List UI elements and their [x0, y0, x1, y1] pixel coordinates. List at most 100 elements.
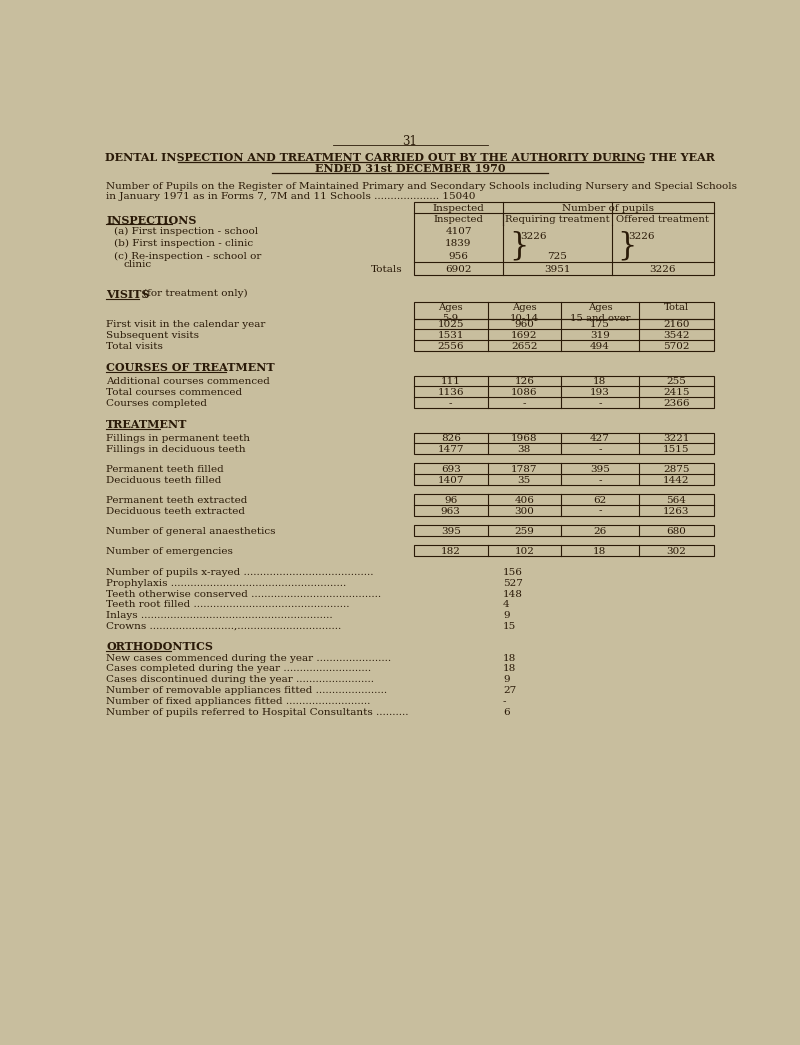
Text: 18: 18	[594, 547, 606, 556]
Text: Number of pupils: Number of pupils	[562, 204, 654, 213]
Text: (for treatment only): (for treatment only)	[142, 288, 247, 298]
Text: -: -	[449, 399, 453, 408]
Text: Teeth otherwise conserved ........................................: Teeth otherwise conserved ..............…	[106, 589, 382, 599]
Text: }: }	[618, 230, 637, 261]
Text: Permanent teeth filled: Permanent teeth filled	[106, 465, 224, 474]
Text: 1787: 1787	[511, 465, 538, 474]
Text: 255: 255	[666, 377, 686, 387]
Text: 1136: 1136	[438, 388, 464, 397]
Text: Cases discontinued during the year ........................: Cases discontinued during the year .....…	[106, 675, 374, 684]
Text: 6902: 6902	[445, 264, 472, 274]
Text: New cases commenced during the year .......................: New cases commenced during the year ....…	[106, 653, 391, 663]
Bar	[414, 433, 714, 455]
Text: (a) First inspection - school: (a) First inspection - school	[114, 227, 258, 236]
Bar	[414, 545, 714, 556]
Text: 193: 193	[590, 388, 610, 397]
Text: 9: 9	[503, 675, 510, 684]
Text: 3226: 3226	[650, 264, 676, 274]
Text: 564: 564	[666, 495, 686, 505]
Text: 2415: 2415	[663, 388, 690, 397]
Text: Deciduous teeth extracted: Deciduous teeth extracted	[106, 507, 245, 515]
Text: 302: 302	[666, 547, 686, 556]
Text: 3951: 3951	[544, 264, 570, 274]
Text: 38: 38	[518, 445, 531, 454]
Text: -: -	[598, 475, 602, 485]
Text: ENDED 31st DECEMBER 1970: ENDED 31st DECEMBER 1970	[314, 163, 506, 175]
Text: 963: 963	[441, 507, 461, 515]
Text: }: }	[509, 230, 529, 261]
Text: 427: 427	[590, 434, 610, 443]
Text: Deciduous teeth filled: Deciduous teeth filled	[106, 475, 222, 485]
Text: 2160: 2160	[663, 320, 690, 329]
Text: 3226: 3226	[629, 232, 655, 241]
Text: -: -	[598, 445, 602, 454]
Text: Additional courses commenced: Additional courses commenced	[106, 377, 270, 387]
Text: VISITS: VISITS	[106, 288, 150, 300]
Text: Fillings in deciduous teeth: Fillings in deciduous teeth	[106, 445, 246, 454]
Text: DENTAL INSPECTION AND TREATMENT CARRIED OUT BY THE AUTHORITY DURING THE YEAR: DENTAL INSPECTION AND TREATMENT CARRIED …	[105, 152, 715, 163]
Text: Fillings in permanent teeth: Fillings in permanent teeth	[106, 434, 250, 443]
Text: 26: 26	[594, 527, 606, 536]
Text: 1442: 1442	[663, 475, 690, 485]
Text: (c) Re-inspection - school or: (c) Re-inspection - school or	[114, 252, 262, 261]
Text: 4107: 4107	[445, 227, 472, 236]
Text: in January 1971 as in Forms 7, 7M and 11 Schools .................... 15040: in January 1971 as in Forms 7, 7M and 11…	[106, 191, 476, 201]
Text: Inspected: Inspected	[434, 214, 483, 224]
Text: Totals: Totals	[370, 264, 402, 274]
Text: First visit in the calendar year: First visit in the calendar year	[106, 320, 266, 329]
Text: 9: 9	[503, 611, 510, 621]
Bar	[414, 525, 714, 536]
Text: 395: 395	[441, 527, 461, 536]
Text: (b) First inspection - clinic: (b) First inspection - clinic	[114, 239, 253, 249]
Text: 31: 31	[402, 135, 418, 147]
Text: Courses completed: Courses completed	[106, 399, 207, 408]
Text: 4: 4	[503, 601, 510, 609]
Text: Teeth root filled ................................................: Teeth root filled ......................…	[106, 601, 350, 609]
Text: -: -	[598, 399, 602, 408]
Text: 3221: 3221	[663, 434, 690, 443]
Text: 2652: 2652	[511, 342, 538, 351]
Text: Number of pupils referred to Hospital Consultants ..........: Number of pupils referred to Hospital Co…	[106, 707, 409, 717]
Text: Total courses commenced: Total courses commenced	[106, 388, 242, 397]
Text: 111: 111	[441, 377, 461, 387]
Text: COURSES OF TREATMENT: COURSES OF TREATMENT	[106, 362, 275, 373]
Bar	[414, 375, 714, 408]
Text: 35: 35	[518, 475, 531, 485]
Text: Number of pupils x-rayed ........................................: Number of pupils x-rayed ...............…	[106, 568, 374, 577]
Text: Inspected: Inspected	[433, 204, 484, 213]
Text: 527: 527	[503, 579, 523, 588]
Text: -: -	[598, 507, 602, 515]
Text: ORTHODONTICS: ORTHODONTICS	[106, 641, 213, 651]
Text: 960: 960	[514, 320, 534, 329]
Text: Ages
5-9: Ages 5-9	[438, 303, 463, 323]
Text: 1263: 1263	[663, 507, 690, 515]
Text: Permanent teeth extracted: Permanent teeth extracted	[106, 495, 247, 505]
Text: 395: 395	[590, 465, 610, 474]
Text: TREATMENT: TREATMENT	[106, 419, 187, 429]
Text: Offered treatment: Offered treatment	[616, 214, 709, 224]
Text: -: -	[522, 399, 526, 408]
Text: 693: 693	[441, 465, 461, 474]
Text: 6: 6	[503, 707, 510, 717]
Bar	[414, 319, 714, 351]
Text: Cases completed during the year ...........................: Cases completed during the year ........…	[106, 665, 371, 673]
Text: 2556: 2556	[438, 342, 464, 351]
Text: INSPECTIONS: INSPECTIONS	[106, 214, 197, 226]
Text: 1477: 1477	[438, 445, 464, 454]
Text: 2366: 2366	[663, 399, 690, 408]
Text: 27: 27	[503, 686, 516, 695]
Text: 1968: 1968	[511, 434, 538, 443]
Text: Ages
15 and over: Ages 15 and over	[570, 303, 630, 323]
Text: 2875: 2875	[663, 465, 690, 474]
Text: 406: 406	[514, 495, 534, 505]
Text: Ages
10-14: Ages 10-14	[510, 303, 539, 323]
Text: 15: 15	[503, 622, 516, 631]
Text: Inlays ...........................................................: Inlays .................................…	[106, 611, 333, 621]
Text: 96: 96	[444, 495, 458, 505]
Text: 148: 148	[503, 589, 523, 599]
Text: 126: 126	[514, 377, 534, 387]
Text: 62: 62	[594, 495, 606, 505]
Text: 5702: 5702	[663, 342, 690, 351]
Text: 1839: 1839	[445, 239, 472, 249]
Text: -: -	[503, 697, 506, 705]
